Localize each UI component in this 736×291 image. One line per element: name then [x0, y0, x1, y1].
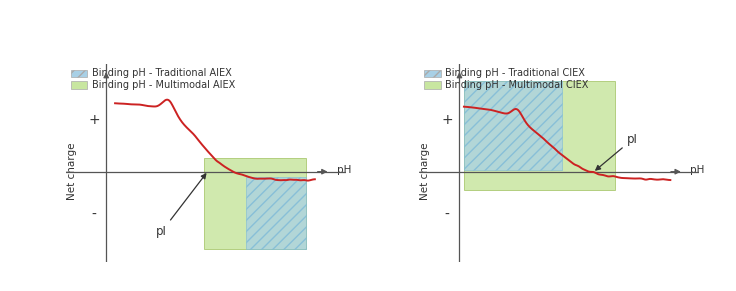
Text: Net charge: Net charge — [67, 143, 77, 200]
Bar — [204, 158, 306, 249]
Text: Binding pH - Traditional AIEX: Binding pH - Traditional AIEX — [92, 68, 232, 78]
Text: Binding pH - Multimodal CIEX: Binding pH - Multimodal CIEX — [445, 79, 588, 90]
Text: pI: pI — [156, 174, 206, 238]
Bar — [71, 70, 88, 77]
Text: +: + — [88, 113, 100, 127]
Text: pH: pH — [337, 165, 351, 175]
Bar — [424, 81, 441, 89]
Bar — [464, 81, 562, 170]
Bar — [71, 81, 88, 89]
Text: pH: pH — [690, 165, 704, 175]
Text: +: + — [442, 113, 453, 127]
Text: -: - — [91, 208, 96, 222]
Text: pI: pI — [596, 133, 638, 170]
Text: Net charge: Net charge — [420, 143, 430, 200]
Text: -: - — [445, 208, 450, 222]
Bar — [464, 81, 615, 190]
Bar — [424, 70, 441, 77]
Bar — [246, 177, 306, 249]
Text: Binding pH - Multimodal AIEX: Binding pH - Multimodal AIEX — [92, 79, 235, 90]
Text: Binding pH - Traditional CIEX: Binding pH - Traditional CIEX — [445, 68, 585, 78]
